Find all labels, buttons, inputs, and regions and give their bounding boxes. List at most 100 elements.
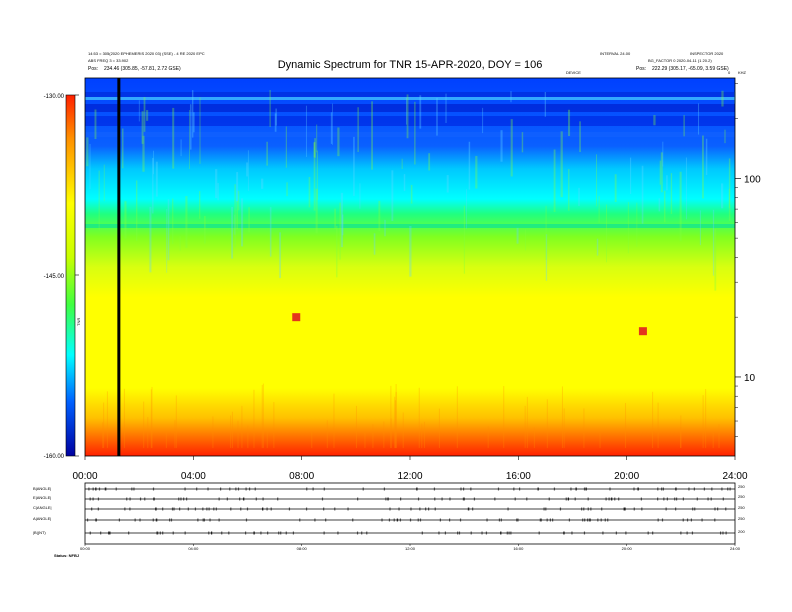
orange-streak [712, 432, 714, 448]
vertical-streak [305, 105, 307, 157]
vertical-streak [231, 207, 234, 259]
vertical-streak [414, 101, 416, 165]
orange-streak [212, 416, 214, 448]
vertical-streak [336, 225, 338, 278]
vertical-streak [500, 130, 503, 162]
lower-right-label: 250 [738, 516, 745, 521]
lower-row-point [605, 497, 607, 501]
orange-streak [231, 411, 233, 448]
lower-row-point [385, 497, 387, 501]
lower-row-point [526, 497, 528, 501]
lower-row-point [171, 507, 174, 511]
vertical-streak [699, 210, 702, 246]
lower-row-point [583, 507, 585, 511]
lower-row-point [553, 487, 556, 491]
lower-row-point [434, 497, 436, 501]
lower-row-point [126, 497, 128, 501]
orange-streak [241, 405, 243, 448]
lower-row-point [220, 487, 222, 491]
lower-row-point [462, 497, 465, 501]
lower-row-point [589, 518, 591, 522]
vertical-streak [153, 150, 154, 175]
lower-row-point [172, 531, 174, 535]
lower-panel-frame [84, 482, 736, 545]
vertical-streak [241, 198, 244, 247]
vertical-streak [670, 173, 673, 215]
vertical-streak [286, 182, 288, 197]
lower-row-point [614, 497, 616, 501]
lower-row-point [416, 487, 418, 491]
orange-streak [680, 415, 682, 448]
vertical-streak [373, 233, 376, 255]
lower-row-point [218, 497, 220, 501]
orange-streak [524, 405, 526, 448]
orange-streak [402, 412, 404, 448]
lower-row-point [714, 507, 716, 511]
lower-row-point [347, 507, 349, 511]
vertical-streak [378, 200, 381, 232]
vertical-streak [401, 158, 403, 170]
vertical-streak [313, 142, 316, 211]
lower-footer-status: Status: NFBJ [54, 553, 79, 558]
lower-row-label: B|ANGLE| [33, 486, 51, 491]
lower-row-point [719, 531, 722, 535]
orange-streak [253, 389, 255, 448]
lower-row-point [357, 497, 359, 501]
lower-row-point [615, 531, 617, 535]
vertical-streak [330, 112, 333, 144]
vertical-streak [124, 201, 127, 239]
lower-row-point [97, 497, 100, 501]
lower-row-point [640, 497, 642, 501]
lower-row-point [608, 497, 610, 501]
vertical-streak [274, 113, 277, 132]
lower-row-point [179, 507, 181, 511]
vertical-streak [596, 154, 597, 207]
lower-row-point [727, 487, 729, 491]
lower-row-point [417, 518, 419, 522]
lower-row-point [507, 507, 509, 511]
lower-row-point [661, 518, 664, 522]
vertical-streak [636, 202, 638, 247]
lower-row-point [506, 531, 508, 535]
header-right-line3: BG_FACTOR 0 2020-04-11 (1 20.2) [648, 58, 712, 63]
lower-row-point [568, 518, 571, 522]
lower-row-point [618, 497, 620, 501]
lower-row-point [717, 507, 719, 511]
vertical-streak [337, 127, 340, 157]
lower-row-point [647, 531, 649, 535]
dark-band [85, 104, 735, 112]
lower-row-point [245, 518, 248, 522]
lower-row-point [213, 507, 215, 511]
lower-row-point [688, 487, 690, 491]
lower-row-point [457, 531, 459, 535]
lower-row-point [500, 531, 502, 535]
lower-row-point [584, 518, 586, 522]
vertical-streak [342, 214, 344, 236]
hot-spot [638, 327, 647, 336]
lower-row-label: |B|(NT) [33, 530, 46, 535]
lower-row-point [571, 531, 573, 535]
x-axis: 00:00 04:00 08:00 12:00 16:00 20:00 24:0… [72, 456, 748, 482]
lower-row-point [449, 497, 451, 501]
lower-row-point [237, 487, 240, 491]
lower-row-point [500, 518, 502, 522]
header-right-line1: INTERVAL 24.00 [600, 51, 631, 56]
lower-row-point [168, 518, 171, 522]
lower-row-point [417, 497, 420, 501]
lower-row-point [691, 531, 694, 535]
vertical-streak [236, 172, 239, 202]
orange-streak [705, 389, 707, 448]
lower-row-point [128, 531, 130, 535]
orange-streak [718, 424, 720, 448]
vertical-streak [406, 94, 409, 139]
lower-row-point [625, 531, 627, 535]
orange-streak [438, 408, 440, 448]
vertical-streak [466, 189, 467, 229]
lower-row-point [686, 531, 688, 535]
vertical-streak [340, 192, 344, 248]
lower-row-point [641, 507, 643, 511]
vertical-streak [172, 198, 174, 244]
vertical-streak [658, 198, 661, 212]
orange-streak [652, 391, 654, 448]
vertical-streak [315, 188, 318, 234]
